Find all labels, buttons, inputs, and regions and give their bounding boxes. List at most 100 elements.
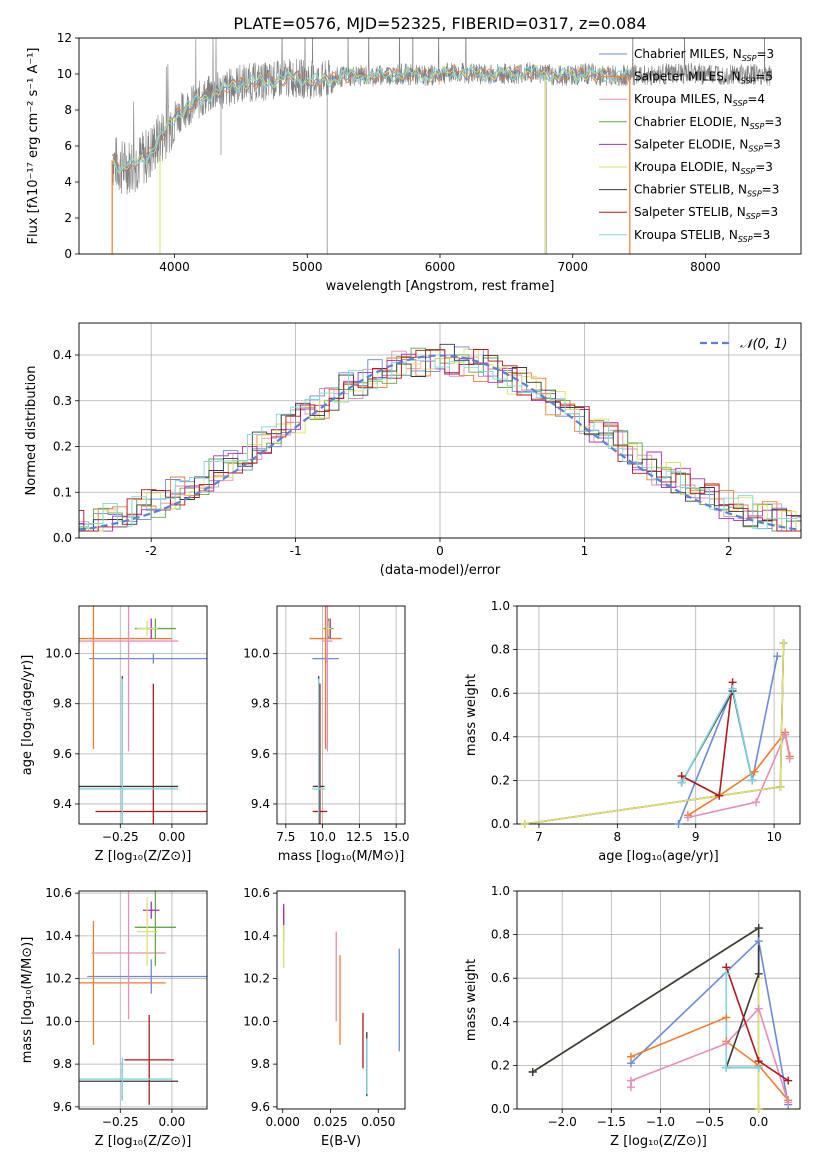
weight-marker [748, 776, 757, 785]
weight-marker [752, 798, 761, 807]
y-tick-label: 0.4 [491, 730, 510, 744]
weight-line [681, 682, 734, 797]
age-vs-mass-panel: 7.5 10.0 12.5 15.0 9.4 9.6 9.8 10.0 mass [log₁₀(… [243, 605, 410, 864]
y-tick-label: 9.6 [251, 1100, 270, 1114]
y-tick-label: 6 [64, 139, 72, 153]
y-tick-label: 0.2 [491, 1058, 510, 1072]
x-tick-label: 10.0 [309, 830, 336, 844]
x-tick-label: 15.0 [383, 830, 410, 844]
weight-marker [722, 1039, 731, 1048]
weight-marker [626, 1076, 635, 1085]
y-tick-label: 8 [64, 103, 72, 117]
y-tick-label: 9.6 [251, 747, 270, 761]
legend: Chabrier MILES, NSSP=3 Salpeter MILES, NS… [599, 47, 782, 244]
weight-marker [754, 1004, 763, 1013]
histogram-step [79, 359, 801, 530]
x-tick-label: 6000 [425, 260, 456, 274]
legend-entry: Chabrier MILES, NSSP=3 [634, 47, 774, 63]
x-tick-label: 0.0 [749, 1115, 768, 1129]
weight-marker [674, 820, 683, 828]
x-tick-label: 4000 [159, 260, 190, 274]
weight-marker [754, 937, 763, 946]
weight-marker [773, 652, 782, 661]
y-tick-label: 10.0 [45, 647, 72, 661]
y-tick-label: 10.0 [243, 647, 270, 661]
x-tick-label: 12.5 [346, 830, 373, 844]
y-tick-label: 9.4 [251, 797, 270, 811]
y-tick-label: 10.4 [45, 929, 72, 943]
y-axis-label: age [log₁₀(age/yr)] [20, 655, 35, 776]
y-tick-label: 0.6 [491, 971, 510, 985]
x-axis-label: Z [log₁₀(Z/Z⊙)] [610, 1134, 707, 1149]
y-tick-label: 0.0 [53, 531, 72, 545]
axes-frame [276, 890, 406, 1110]
x-tick-label: −0.25 [102, 1115, 139, 1129]
y-tick-label: 0.6 [491, 686, 510, 700]
x-tick-label: 7.5 [276, 830, 295, 844]
legend-entry: Salpeter MILES, NSSP=5 [634, 70, 773, 86]
weight-marker [683, 813, 692, 822]
model-spectrum [112, 66, 631, 174]
histogram-step [79, 348, 801, 532]
model-spectrum [112, 64, 631, 174]
y-tick-label: 9.8 [251, 697, 270, 711]
weight-line [524, 643, 785, 824]
weight-marker [781, 730, 790, 739]
y-tick-label: 0.4 [53, 348, 72, 362]
y-tick-label: 9.8 [53, 697, 72, 711]
residuals-marks [79, 343, 801, 532]
y-tick-label: 10.2 [45, 972, 72, 986]
y-tick-label: 0.8 [491, 928, 510, 942]
legend-entry: Chabrier ELODIE, NSSP=3 [634, 115, 782, 131]
x-tick-label: 0.025 [313, 1115, 347, 1129]
y-tick-label: 12 [57, 31, 72, 45]
weight-line [687, 731, 791, 819]
y-tick-label: 1.0 [491, 884, 510, 898]
x-tick-label: 8000 [690, 260, 721, 274]
weight-vs-Z-panel: −2.0 −1.5 −1.0 −0.5 0.0 0.0 0.2 0.4 0.6 0.8 1.0 Z [… [464, 884, 801, 1149]
data-spectrum [111, 38, 773, 195]
x-tick-label: 7 [535, 830, 543, 844]
y-tick-label: 10.4 [243, 929, 270, 943]
y-tick-label: 0.3 [53, 394, 72, 408]
gaussian-curve [79, 354, 801, 532]
x-tick-label: −0.5 [695, 1115, 724, 1129]
y-tick-label: 9.8 [251, 1057, 270, 1071]
axes-frame [78, 605, 208, 825]
y-tick-label: 9.6 [53, 747, 72, 761]
x-tick-label: 0 [436, 544, 444, 558]
y-tick-label: 10.0 [243, 1014, 270, 1028]
weight-marker [754, 924, 763, 933]
y-tick-label: 1.0 [491, 599, 510, 613]
y-axis-label: Normed distribution [24, 366, 39, 496]
weight-vs-age-panel: 7 8 9 10 0.0 0.2 0.4 0.6 0.8 1.0 age [log₁₀(age/yr… [464, 599, 801, 864]
weight-marker [722, 969, 731, 978]
x-axis-label: Z [log₁₀(Z/Z⊙)] [95, 1134, 192, 1149]
x-tick-label: 7000 [557, 260, 588, 274]
mass-vs-Z-marks [79, 891, 207, 1105]
weight-marker [784, 1098, 793, 1107]
x-axis-label: (data-model)/error [380, 563, 501, 578]
axes-frame [78, 890, 208, 1110]
weight-marker [722, 1013, 731, 1022]
x-tick-label: -1 [290, 544, 302, 558]
y-tick-label: 10 [57, 67, 72, 81]
y-tick-label: 9.4 [53, 797, 72, 811]
x-tick-label: 0.050 [361, 1115, 395, 1129]
y-tick-label: 0.1 [53, 485, 72, 499]
weight-marker [677, 778, 686, 787]
x-axis-label: Z [log₁₀(Z/Z⊙)] [95, 849, 192, 864]
legend-entry: 𝒩(0, 1) [740, 337, 787, 352]
weight-marker [520, 820, 529, 828]
y-tick-label: 0.4 [491, 1015, 510, 1029]
legend-entry: Chabrier STELIB, NSSP=3 [634, 183, 779, 199]
x-tick-label: 8 [614, 830, 622, 844]
weight-vs-age-marks [524, 643, 791, 824]
y-tick-label: 0.0 [491, 817, 510, 831]
x-axis-label: wavelength [Angstrom, rest frame] [326, 279, 555, 294]
legend-entry: Salpeter STELIB, NSSP=3 [634, 205, 778, 221]
weight-marker [754, 1105, 763, 1113]
y-tick-label: 2 [64, 211, 72, 225]
y-tick-label: 9.8 [53, 1057, 72, 1071]
x-tick-label: 5000 [292, 260, 323, 274]
